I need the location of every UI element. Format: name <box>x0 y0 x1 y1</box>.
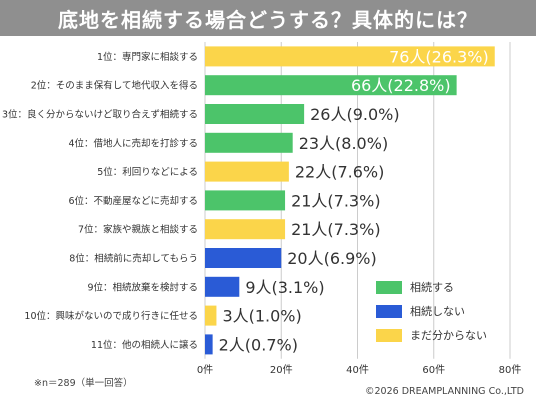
legend-swatch <box>376 305 402 318</box>
value-label: 20人(6.9%) <box>287 249 377 268</box>
category-label: 11位：他の相続人に譲る <box>91 339 198 351</box>
value-label: 21人(7.3%) <box>291 191 381 210</box>
bar <box>205 132 293 153</box>
copyright: ©2026 DREAMPLANNING Co.,LTD <box>365 386 524 397</box>
category-labels: 1位：専門家に相談する 2位：そのまま保有して地代収入を得る 3位：良く分からないけ… <box>2 51 198 351</box>
tick-label: 20件 <box>270 364 293 376</box>
category-label: 9位：相続放棄を検討する <box>87 281 198 293</box>
title-band: 底地を相続する場合どうする？具体的には？ <box>0 0 536 36</box>
value-label: 66人(22.8%) <box>351 76 451 95</box>
bar <box>205 190 286 211</box>
bar <box>205 334 213 355</box>
category-label: 3位：良く分からないけど取り合えず相続する <box>2 109 198 121</box>
bar <box>205 161 289 182</box>
bar <box>205 219 286 240</box>
value-label: 26人(9.0%) <box>310 105 400 124</box>
legend-label: 相続する <box>410 280 454 294</box>
legend-label: 相続しない <box>410 304 465 318</box>
bars-group <box>205 46 495 355</box>
category-label: 7位：家族や親族と相談する <box>78 224 198 236</box>
category-label: 1位：専門家に相談する <box>97 51 198 63</box>
value-label: 2人(0.7%) <box>219 335 298 354</box>
value-label: 3人(1.0%) <box>222 307 301 326</box>
tick-label: 60件 <box>422 364 445 376</box>
category-label: 5位：利回りなどによる <box>97 166 198 178</box>
footnote: ※n＝289（単一回答） <box>34 377 133 389</box>
value-label: 22人(7.6%) <box>295 163 385 182</box>
value-label: 76人(26.3%) <box>389 47 489 66</box>
legend-swatch <box>376 329 402 342</box>
category-label: 8位：相続前に売却してもらう <box>69 253 198 265</box>
tick-label: 80件 <box>499 364 522 376</box>
legend-label: まだ分からない <box>410 329 487 342</box>
chart-title: 底地を相続する場合どうする？具体的には？ <box>58 7 478 32</box>
tick-labels: 0件 20件 40件 60件 80件 <box>197 364 522 376</box>
legend-swatch <box>376 281 402 294</box>
bar <box>205 104 305 124</box>
category-label: 2位：そのまま保有して地代収入を得る <box>31 80 198 92</box>
bar <box>205 46 495 67</box>
bar <box>205 276 240 297</box>
bar <box>205 75 457 96</box>
category-label: 10位：興味がないので成り行きに任せる <box>24 310 198 322</box>
tick-label: 0件 <box>197 364 213 376</box>
value-labels: 76人(26.3%) 66人(22.8%) 26人(9.0%) 23人(8.0%) 22… <box>219 47 489 354</box>
bar <box>205 248 282 268</box>
category-label: 6位：不動産屋などに売却する <box>68 195 198 207</box>
value-label: 9人(3.1%) <box>245 278 324 297</box>
category-label: 4位：借地人に売却を打診する <box>68 137 198 149</box>
value-label: 21人(7.3%) <box>291 220 381 239</box>
bar <box>205 305 217 326</box>
value-label: 23人(8.0%) <box>299 134 389 153</box>
tick-label: 40件 <box>346 364 369 376</box>
